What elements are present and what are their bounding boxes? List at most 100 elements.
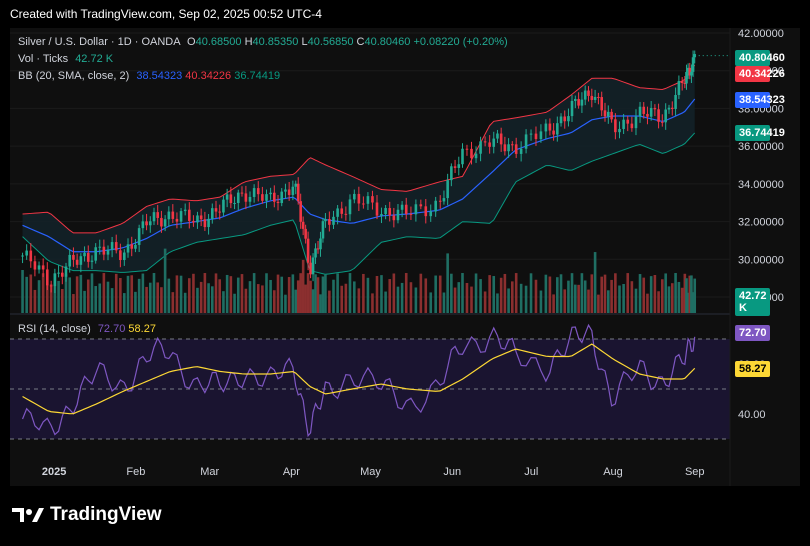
bb-upper-tag: 40.34226	[735, 66, 785, 82]
volume-bar	[503, 273, 507, 313]
x-tick-label: Aug	[603, 466, 623, 478]
candle-body	[119, 250, 122, 261]
candle-body	[438, 200, 442, 202]
volume-bar	[559, 274, 563, 313]
volume-bar	[646, 293, 649, 313]
volume-bar	[539, 290, 543, 313]
volume-bar	[261, 285, 264, 313]
candle-body	[210, 208, 214, 219]
candle-body	[336, 208, 339, 217]
x-tick-label: Feb	[126, 466, 145, 478]
volume-bar	[287, 277, 291, 313]
candle-body	[261, 194, 264, 201]
volume-bar	[438, 275, 442, 313]
candle-body	[450, 166, 453, 181]
candle-body	[171, 211, 175, 219]
candle-body	[240, 192, 244, 194]
candle-body	[626, 119, 630, 124]
volume-bar	[236, 277, 240, 313]
volume-bar	[603, 274, 607, 313]
rsi-ma-value: 58.27	[128, 323, 156, 335]
volume-bar	[75, 276, 79, 313]
volume-bar	[344, 283, 348, 313]
candle-body	[324, 219, 327, 222]
candle-body	[68, 254, 72, 267]
candle-body	[642, 106, 646, 114]
volume-bar	[419, 273, 423, 313]
volume-bar	[587, 289, 590, 313]
tradingview-logo-icon	[12, 504, 46, 526]
candle-body	[593, 96, 597, 100]
volume-bar	[470, 286, 473, 313]
candle-body	[514, 144, 518, 154]
candle-body	[265, 194, 268, 201]
rsi-line	[21, 323, 696, 438]
candle-body	[301, 221, 305, 229]
candle-body	[580, 99, 584, 106]
candle-body	[233, 202, 236, 204]
bb-lower-value: 36.74419	[234, 70, 281, 82]
volume-bar	[638, 274, 642, 313]
candle-body	[446, 180, 449, 199]
candle-body	[653, 107, 657, 110]
candle-body	[192, 220, 195, 223]
volume-bar	[556, 277, 559, 313]
volume-bar	[167, 278, 171, 313]
volume-bar	[461, 273, 464, 313]
candle-body	[496, 133, 499, 139]
rsi-value: 72.70	[97, 323, 126, 335]
volume-bar	[90, 273, 94, 313]
candle-body	[296, 183, 300, 202]
candle-body	[188, 209, 191, 221]
volume-bar	[404, 273, 408, 313]
candle-body	[294, 183, 298, 187]
candle-body	[661, 121, 664, 123]
volume-bar	[33, 289, 37, 313]
volume-bar	[414, 287, 418, 313]
volume-bar	[642, 277, 646, 313]
candle-body	[37, 265, 41, 270]
volume-bar	[693, 278, 697, 313]
volume-bar	[175, 275, 179, 313]
watermark-bar: Created with TradingView.com, Sep 02, 20…	[0, 0, 810, 28]
candle-body	[340, 208, 344, 214]
volume-bar	[269, 279, 272, 313]
volume-bar	[450, 273, 453, 313]
bollinger-area	[22, 65, 695, 275]
volume-bar	[510, 281, 514, 313]
volume-bar	[362, 273, 365, 313]
volume-bar	[583, 280, 587, 313]
candle-body	[657, 109, 660, 122]
volume-bar	[218, 279, 222, 313]
volume-bar	[160, 287, 163, 313]
candle-body	[134, 244, 137, 249]
candle-body	[483, 141, 487, 143]
candle-body	[196, 215, 199, 223]
volume-bar	[98, 283, 102, 313]
volume-bar	[68, 277, 72, 313]
volume-bar	[37, 280, 41, 313]
volume-bar	[25, 276, 28, 313]
candle-body	[152, 212, 156, 222]
candle-body	[685, 71, 688, 84]
low-label: L	[301, 36, 308, 48]
candle-body	[577, 98, 580, 106]
high-value: 40.85350	[252, 36, 299, 48]
candle-body	[199, 215, 203, 220]
candle-body	[677, 81, 681, 95]
volume-bar	[691, 292, 695, 313]
volume-bar	[507, 288, 510, 313]
volume-bar	[353, 281, 356, 313]
volume-bar	[634, 288, 638, 313]
volume-bar	[248, 281, 252, 313]
candle-body	[90, 260, 94, 262]
volume-bar	[683, 273, 687, 313]
candle-body	[123, 252, 126, 261]
volume-value: 42.72 K	[75, 53, 114, 65]
volume-bar	[479, 279, 482, 313]
volume-bar	[357, 288, 361, 313]
candle-body	[207, 218, 210, 228]
candle-body	[622, 119, 625, 129]
candle-body	[375, 202, 379, 216]
